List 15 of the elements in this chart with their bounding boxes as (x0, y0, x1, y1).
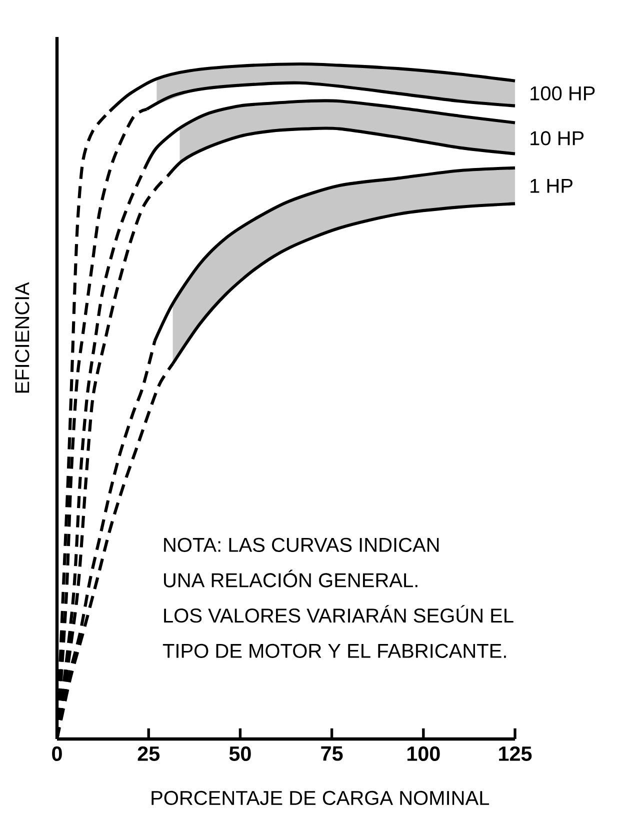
text: 10 HP (530, 131, 584, 146)
text: 100 HP (530, 86, 595, 100)
annotation: LOS VALORES VARIARÁN SEGÚN EL (164, 605, 514, 623)
y-axis-title: EFICIENCIA (15, 282, 30, 393)
annotation: UNA RELACIÓN GENERAL. (164, 570, 418, 588)
x-axis-title: PORCENTAJE DE CARGA NOMINAL (152, 790, 490, 806)
x-tick-label: 100 (407, 746, 440, 762)
annotation: TIPO DE MOTOR Y EL FABRICANTE. (162, 644, 506, 658)
x-tick-label: 0 (52, 746, 62, 762)
x-tick-label: 50 (229, 746, 251, 762)
annotation: NOTA: LAS CURVAS INDICAN (164, 538, 439, 552)
text: 1 HP (530, 178, 572, 193)
x-tick-label: 25 (138, 746, 160, 762)
x-tick-label: 75 (321, 746, 343, 761)
x-tick-label: 125 (499, 746, 532, 762)
